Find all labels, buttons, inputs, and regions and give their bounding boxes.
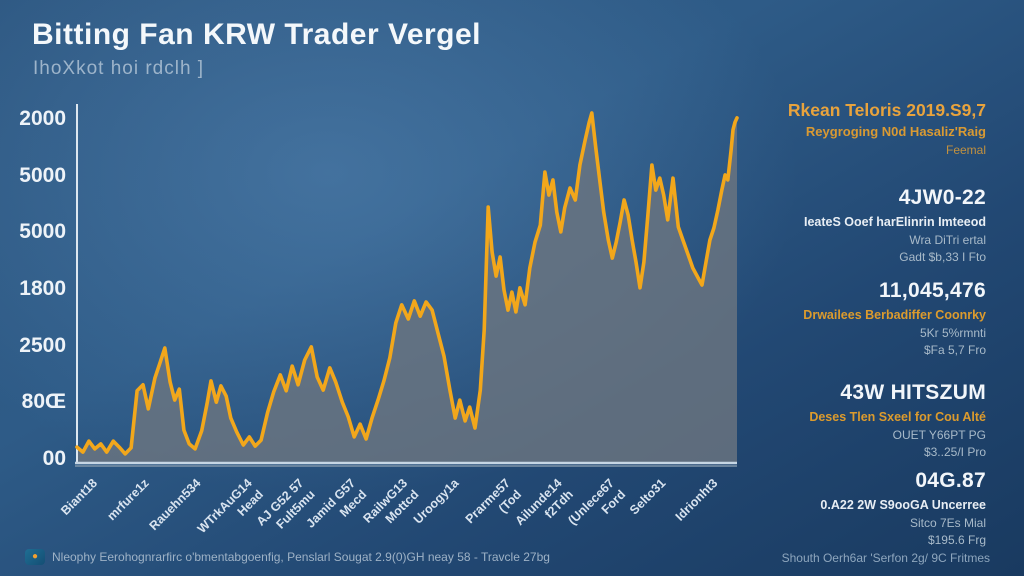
stat-line: $3..25/I Pro: [923, 444, 986, 459]
y-tick-label: 80Œ: [21, 390, 66, 414]
stat-line: Gadt $b,33 I Fto: [899, 249, 986, 264]
stat-line: 0.A22 2W S9ooGA Uncerree: [820, 498, 986, 513]
page-title: Bitting Fan KRW Trader Vergel: [32, 18, 482, 51]
y-tick-label: 5000: [19, 163, 66, 187]
stat-heading: 04G.87: [915, 469, 986, 492]
stat-heading: 4JW0-22: [898, 186, 986, 209]
footer-source: Shouth Oerh6ar 'Serfon 2g/ 9C Fritmes: [781, 551, 990, 565]
y-tick-label: 2000: [19, 107, 66, 130]
y-tick-label: 1800: [19, 277, 66, 300]
stat-line: Drwailees Berbadiffer Coonrky: [803, 308, 986, 323]
stat-heading: Rkean Teloris 2019.S9,7: [787, 100, 986, 120]
page-subtitle: IhoXkot hoi rdclh ]: [33, 58, 205, 79]
stat-line: $195.6 Frg: [927, 532, 986, 547]
stat-block: 43W HITSZUM Deses Tlen Sxeel for Cou Alté…: [686, 378, 986, 461]
stat-line: Reygroging N0d Hasaliz'Raig: [805, 124, 986, 140]
stat-line: Deses Tlen Sxeel for Cou Alté: [809, 410, 986, 425]
stat-line: Sitco 7Es Mial: [909, 515, 986, 530]
footer-left: ● Nleophy Eerohognrarfirc o'bmentabgoenf…: [25, 549, 550, 565]
stat-heading: 11,045,476: [879, 279, 986, 302]
stat-block: 4JW0-22 IeateS Ooef harElinrin Imteeod Wra…: [686, 183, 986, 266]
stat-line: Wra DiTri ertal: [909, 232, 986, 247]
y-tick-label: 00: [42, 447, 66, 470]
area-fill: [77, 113, 737, 462]
stat-line: Feemal: [945, 143, 986, 158]
price-line: [75, 111, 739, 456]
stat-line: $Fa 5,7 Fro: [923, 342, 986, 357]
coin-badge-icon: ●: [25, 549, 45, 565]
stat-line: OUET Y66PT PG: [892, 427, 986, 442]
stat-line: IeateS Ooef harElinrin Imteeod: [804, 215, 986, 230]
stat-block: 04G.87 0.A22 2W S9ooGA Uncerree Sitco 7Es …: [686, 466, 986, 549]
stat-block: 11,045,476 Drwailees Berbadiffer Coonrky 5…: [686, 276, 986, 359]
footer-caption: Nleophy Eerohognrarfirc o'bmentabgoenfig…: [52, 550, 550, 564]
y-tick-label: 2500: [19, 333, 66, 357]
y-tick-label: 5000: [19, 220, 66, 244]
stat-block: Rkean Teloris 2019.S9,7 Reygroging N0d Ha…: [686, 98, 986, 160]
stat-line: 5Kr 5%rmnti: [919, 325, 986, 340]
stat-heading: 43W HITSZUM: [840, 381, 986, 404]
